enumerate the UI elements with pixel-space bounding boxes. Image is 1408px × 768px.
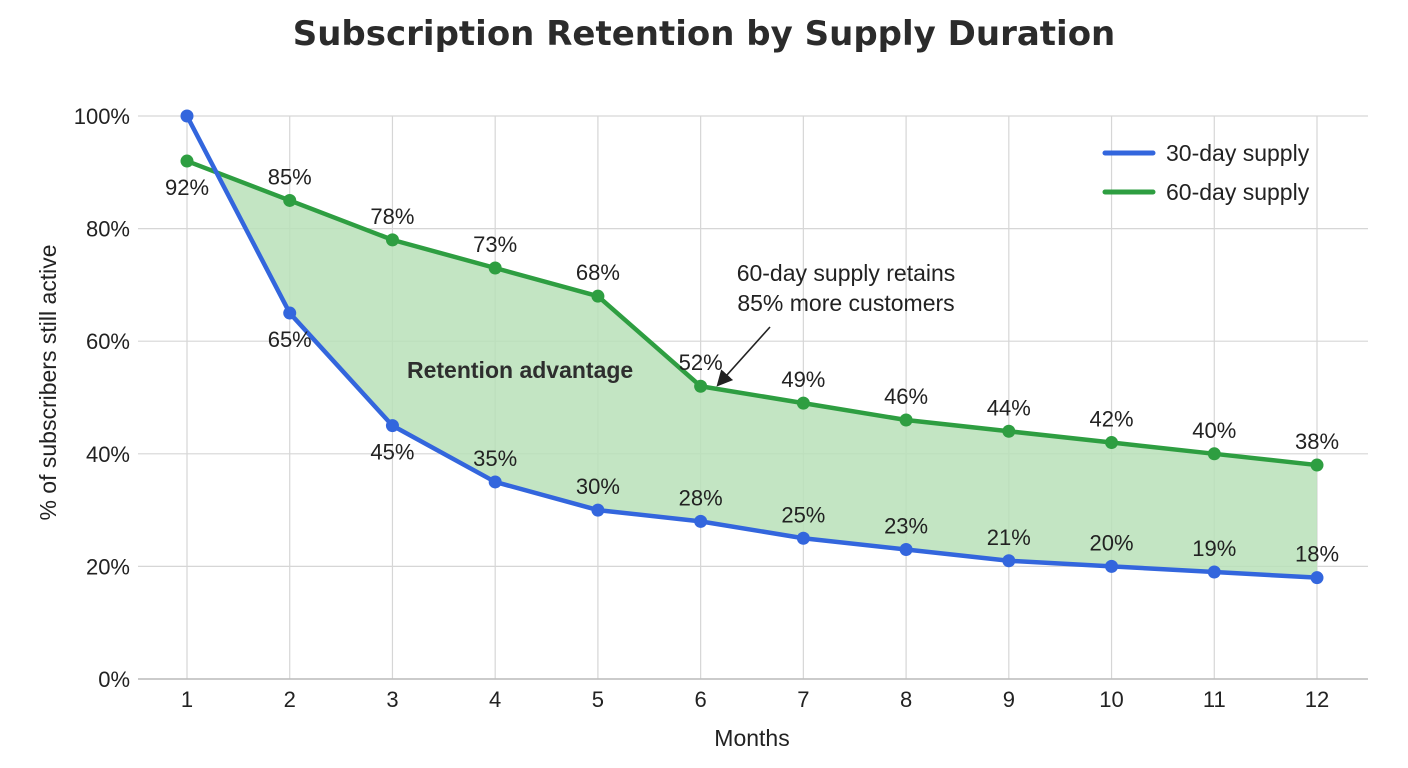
data-label-60-day: 52% xyxy=(679,350,723,375)
legend-label-30-day: 30-day supply xyxy=(1166,140,1310,166)
data-point-60-day-supply xyxy=(180,154,194,168)
data-label-60-day: 38% xyxy=(1295,429,1339,454)
data-label-30-day: 65% xyxy=(268,327,312,352)
data-point-60-day-supply xyxy=(1310,458,1324,472)
retention-advantage-label: Retention advantage xyxy=(407,357,633,383)
y-tick-label: 0% xyxy=(98,667,130,692)
data-label-30-day: 35% xyxy=(473,446,517,471)
data-point-30-day-supply xyxy=(591,503,605,517)
x-tick-label: 12 xyxy=(1305,687,1329,712)
data-label-30-day: 28% xyxy=(679,485,723,510)
data-label-60-day: 40% xyxy=(1192,418,1236,443)
y-tick-label: 40% xyxy=(86,442,130,467)
annotation-line-2: 85% more customers xyxy=(737,290,954,316)
data-point-30-day-supply xyxy=(385,419,399,433)
data-point-30-day-supply xyxy=(1310,571,1324,585)
x-tick-label: 4 xyxy=(489,687,501,712)
data-point-60-day-supply xyxy=(385,233,399,247)
data-labels: 92% 85% 78% 73% 68% 52% 49% 46% 44% 42% 40% 38% 65% 4… xyxy=(165,164,1339,566)
data-label-60-day: 92% xyxy=(165,175,209,200)
y-tick-label: 20% xyxy=(86,554,130,579)
y-tick-label: 60% xyxy=(86,329,130,354)
x-tick-label: 10 xyxy=(1099,687,1123,712)
x-tick-label: 2 xyxy=(284,687,296,712)
x-tick-label: 11 xyxy=(1203,687,1226,712)
legend-label-60-day: 60-day supply xyxy=(1166,179,1310,205)
annotation-line-1: 60-day supply retains xyxy=(737,260,956,286)
data-point-60-day-supply xyxy=(591,289,605,303)
series-lines xyxy=(184,113,1320,580)
data-label-30-day: 45% xyxy=(370,440,414,465)
x-tick-label: 8 xyxy=(900,687,912,712)
data-label-30-day: 23% xyxy=(884,514,928,539)
data-point-30-day-supply xyxy=(488,475,502,489)
series-line-30-day-supply xyxy=(184,113,1320,580)
x-tick-label: 6 xyxy=(695,687,707,712)
data-label-30-day: 25% xyxy=(781,502,825,527)
data-point-60-day-supply xyxy=(1105,436,1119,450)
data-point-60-day-supply xyxy=(796,396,810,410)
data-label-30-day: 30% xyxy=(576,474,620,499)
data-point-30-day-supply xyxy=(283,306,297,320)
data-point-30-day-supply xyxy=(1105,559,1119,573)
data-point-60-day-supply xyxy=(899,413,913,427)
data-point-60-day-supply xyxy=(1207,447,1221,461)
chart-title: Subscription Retention by Supply Duratio… xyxy=(292,14,1116,54)
annotation-callout: 60-day supply retains 85% more customers xyxy=(716,260,956,387)
data-point-30-day-supply xyxy=(694,514,708,528)
data-point-30-day-supply xyxy=(1207,565,1221,579)
data-label-60-day: 46% xyxy=(884,384,928,409)
data-point-60-day-supply xyxy=(488,261,502,275)
data-label-60-day: 68% xyxy=(576,260,620,285)
x-tick-label: 7 xyxy=(797,687,809,712)
annotation-arrow xyxy=(716,326,771,387)
x-axis-title: Months xyxy=(714,725,789,751)
x-tick-label: 9 xyxy=(1003,687,1015,712)
x-tick-label: 1 xyxy=(181,687,193,712)
data-label-30-day: 21% xyxy=(987,525,1031,550)
data-label-60-day: 73% xyxy=(473,232,517,257)
y-tick-label: 80% xyxy=(86,217,130,242)
data-label-60-day: 42% xyxy=(1090,407,1134,432)
data-point-60-day-supply xyxy=(694,379,708,393)
retention-advantage-fill xyxy=(216,172,1318,578)
series-line-60-day-supply xyxy=(184,158,1320,468)
data-point-60-day-supply xyxy=(283,193,297,207)
x-tick-label: 5 xyxy=(592,687,604,712)
data-label-60-day: 49% xyxy=(781,367,825,392)
data-point-30-day-supply xyxy=(899,543,913,557)
data-point-30-day-supply xyxy=(1002,554,1016,568)
data-label-60-day: 78% xyxy=(370,204,414,229)
legend: 30-day supply 60-day supply xyxy=(1102,140,1310,205)
data-points xyxy=(180,109,1324,585)
data-point-30-day-supply xyxy=(180,109,194,123)
data-label-60-day: 44% xyxy=(987,395,1031,420)
data-label-30-day: 18% xyxy=(1295,542,1339,567)
data-label-60-day: 85% xyxy=(268,164,312,189)
data-point-60-day-supply xyxy=(1002,424,1016,438)
y-tick-label: 100% xyxy=(74,104,130,129)
data-label-30-day: 20% xyxy=(1090,530,1134,555)
y-axis-title: % of subscribers still active xyxy=(35,244,61,520)
data-point-30-day-supply xyxy=(796,531,810,545)
data-label-30-day: 19% xyxy=(1192,536,1236,561)
axis-ticks: 0%20%40%60%80%100%1 2 3 4 5 6 7 8 9 10 11 12 xyxy=(74,104,1330,712)
x-tick-label: 3 xyxy=(386,687,398,712)
